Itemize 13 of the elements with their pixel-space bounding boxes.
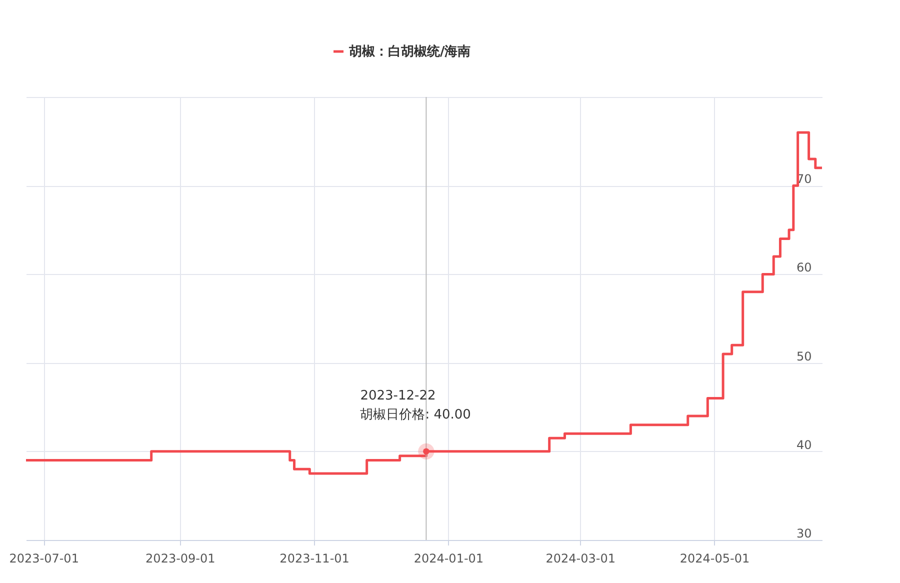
y-tick-label: 30	[796, 526, 812, 540]
x-tick-label: 2024-05-01	[680, 552, 750, 566]
x-tick-label: 2023-11-01	[280, 552, 350, 566]
legend-label: 胡椒：白胡椒统/海南	[348, 44, 471, 60]
x-tick-label: 2024-03-01	[546, 552, 616, 566]
x-tick-label: 2023-09-01	[146, 552, 216, 566]
x-tick-label: 2023-07-01	[9, 552, 79, 566]
annotation: 2023-12-22 胡椒日价格: 40.00	[360, 388, 471, 422]
y-tick-label: 40	[796, 438, 812, 452]
x-tick-label: 2024-01-01	[414, 552, 484, 566]
y-tick-label: 70	[796, 172, 812, 186]
y-tick-label: 60	[796, 260, 812, 275]
y-tick-label: 50	[796, 349, 812, 364]
